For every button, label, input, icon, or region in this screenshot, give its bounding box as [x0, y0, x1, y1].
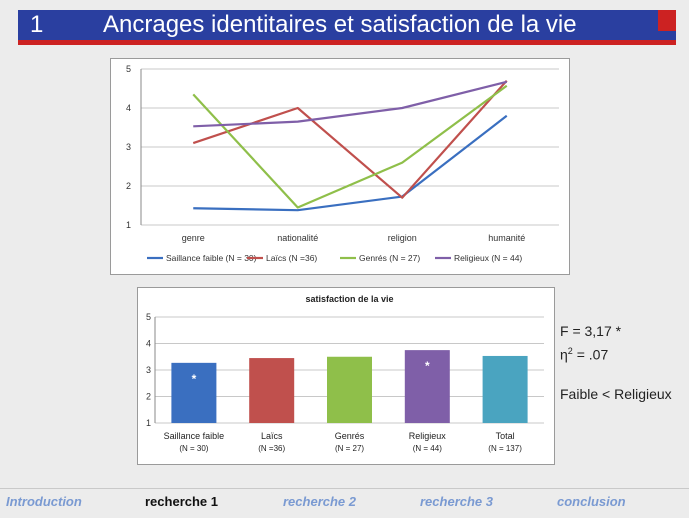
legend-label: Religieux (N = 44): [454, 253, 522, 263]
y-tick-label: 5: [146, 312, 151, 322]
navigation-bar: Introduction recherche 1 recherche 2 rec…: [0, 488, 689, 518]
header-blue-block: [658, 31, 676, 40]
y-tick-label: 3: [146, 365, 151, 375]
bar-chart-svg: satisfaction de la vie 1 2 3 4 5 * Saillance fa…: [146, 294, 544, 453]
category-label: Saillance faible: [164, 431, 225, 441]
eta-squared: η2 = .07: [560, 346, 608, 363]
y-tick-label: 4: [146, 339, 151, 349]
bar-annotation: *: [192, 372, 197, 386]
nav-introduction[interactable]: Introduction: [6, 494, 82, 509]
y-tick-label: 3: [126, 142, 131, 152]
series-line: [193, 80, 508, 128]
bar: [327, 356, 372, 423]
x-tick-label: humanité: [488, 233, 525, 243]
line-chart-identity-anchors: 1 2 3 4 5 genre nationalité religion humanité Sai…: [110, 58, 570, 275]
slide-header: 1 Ancrages identitaires et satisfaction …: [18, 10, 676, 45]
x-tick-label: genre: [182, 233, 205, 243]
slide-title: Ancrages identitaires et satisfaction de…: [103, 11, 577, 38]
legend-label: Genrés (N = 27): [359, 253, 420, 263]
bar: [404, 350, 450, 423]
category-n-label: (N = 27): [335, 444, 364, 453]
category-n-label: (N = 137): [488, 444, 522, 453]
f-statistic: F = 3,17 *: [560, 323, 622, 339]
series-line: [193, 114, 508, 212]
y-tick-label: 2: [146, 392, 151, 402]
category-n-label: (N =36): [258, 444, 285, 453]
y-tick-label: 1: [126, 220, 131, 230]
series-line: [192, 79, 508, 199]
eta-value: = .07: [576, 346, 609, 363]
bar: [249, 358, 295, 423]
y-tick-label: 2: [126, 181, 131, 191]
x-tick-label: religion: [388, 233, 417, 243]
category-label: Total: [496, 431, 515, 441]
slide-number: 1: [30, 11, 44, 38]
group-comparison: Faible < Religieux: [560, 386, 672, 402]
bar-chart-life-satisfaction: satisfaction de la vie 1 2 3 4 5 * Saillance fa…: [137, 287, 555, 465]
nav-recherche-1[interactable]: recherche 1: [145, 494, 218, 509]
line-chart-svg: 1 2 3 4 5 genre nationalité religion humanité Sai…: [126, 64, 559, 263]
bar-annotation: *: [425, 359, 430, 373]
category-n-label: (N = 44): [413, 444, 442, 453]
header-red-block: [658, 10, 676, 31]
bar: [482, 355, 528, 423]
category-label: Genrés: [335, 431, 365, 441]
bar: [171, 362, 217, 423]
eta-symbol: η: [560, 346, 568, 363]
y-tick-label: 5: [126, 64, 131, 74]
series-line: [192, 84, 508, 209]
legend-label: Saillance faible (N = 30): [166, 253, 257, 263]
nav-conclusion[interactable]: conclusion: [557, 494, 626, 509]
legend-label: Laïcs (N =36): [266, 253, 317, 263]
category-n-label: (N = 30): [179, 444, 208, 453]
eta-exponent: 2: [567, 346, 573, 356]
category-label: Religieux: [409, 431, 447, 441]
y-tick-label: 4: [126, 103, 131, 113]
nav-recherche-2[interactable]: recherche 2: [283, 494, 356, 509]
y-tick-label: 1: [146, 418, 151, 428]
bar-chart-title: satisfaction de la vie: [305, 294, 393, 304]
category-label: Laïcs: [261, 431, 283, 441]
x-tick-label: nationalité: [277, 233, 318, 243]
nav-recherche-3[interactable]: recherche 3: [420, 494, 493, 509]
